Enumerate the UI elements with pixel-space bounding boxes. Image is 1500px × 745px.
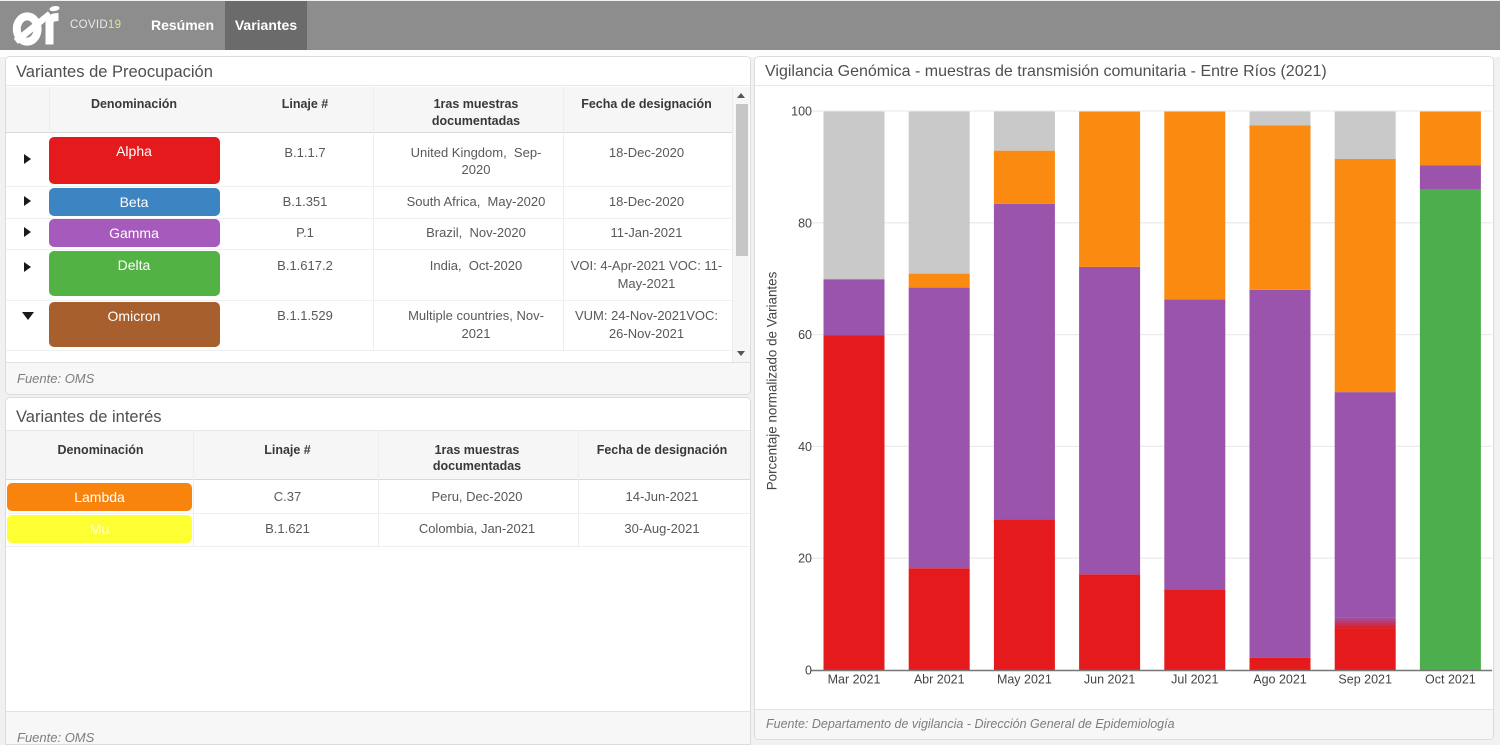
svg-text:40: 40 — [798, 440, 812, 454]
svg-text:Oct 2021: Oct 2021 — [1425, 673, 1476, 687]
svg-text:20: 20 — [798, 552, 812, 566]
svg-text:Jul 2021: Jul 2021 — [1171, 673, 1218, 687]
svg-text:Mar 2021: Mar 2021 — [828, 673, 881, 687]
svg-text:Abr 2021: Abr 2021 — [914, 673, 965, 687]
svg-text:May 2021: May 2021 — [997, 673, 1052, 687]
svg-text:Ago 2021: Ago 2021 — [1253, 673, 1307, 687]
svg-text:Jun 2021: Jun 2021 — [1084, 673, 1135, 687]
svg-text:0: 0 — [805, 664, 812, 678]
svg-text:60: 60 — [798, 328, 812, 342]
svg-text:Sep 2021: Sep 2021 — [1338, 673, 1392, 687]
svg-text:Porcentaje normalizado de Vari: Porcentaje normalizado de Variantes — [765, 271, 780, 490]
svg-text:100: 100 — [791, 105, 812, 119]
svg-text:80: 80 — [798, 216, 812, 230]
